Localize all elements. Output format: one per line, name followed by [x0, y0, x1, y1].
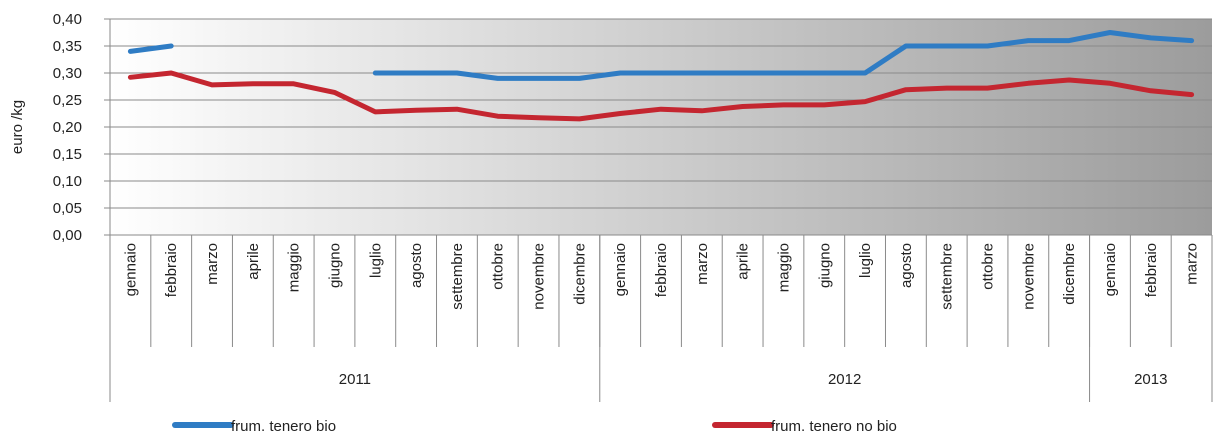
- x-tick-label: maggio: [775, 243, 792, 292]
- x-tick-label: agosto: [408, 243, 425, 288]
- x-tick-label: settembre: [939, 243, 956, 310]
- year-label: 2013: [1134, 371, 1167, 388]
- y-tick-label: 0,20: [53, 119, 82, 136]
- y-tick-label: 0,00: [53, 227, 82, 244]
- y-axis-label: euro /kg: [9, 100, 26, 154]
- y-tick-label: 0,40: [53, 11, 82, 28]
- x-tick-label: novembre: [531, 243, 548, 310]
- x-tick-label: aprile: [735, 243, 752, 280]
- x-tick-label: marzo: [204, 243, 221, 285]
- x-tick-label: aprile: [245, 243, 262, 280]
- series-line: [127, 70, 1195, 122]
- x-tick-label: luglio: [367, 243, 384, 278]
- y-tick-label: 0,10: [53, 173, 82, 190]
- x-tick-label: marzo: [694, 243, 711, 285]
- legend-label: frum. tenero no bio: [771, 418, 897, 434]
- x-tick-label: settembre: [449, 243, 466, 310]
- x-tick-label: maggio: [286, 243, 303, 292]
- x-tick-label: luglio: [857, 243, 874, 278]
- series-line: [372, 30, 1195, 81]
- x-tick-label: dicembre: [571, 243, 588, 305]
- x-tick-label: giugno: [326, 243, 343, 288]
- x-tick-label: gennaio: [612, 243, 629, 296]
- x-tick-label: novembre: [1020, 243, 1037, 310]
- y-tick-label: 0,30: [53, 65, 82, 82]
- x-tick-label: ottobre: [490, 243, 507, 290]
- y-tick-label: 0,15: [53, 146, 82, 163]
- series-line: [127, 43, 174, 54]
- x-tick-label: gennaio: [1102, 243, 1119, 296]
- year-label: 2012: [828, 371, 861, 388]
- x-tick-label: dicembre: [1061, 243, 1078, 305]
- legend-label: frum. tenero bio: [231, 418, 336, 434]
- year-label: 2011: [339, 371, 371, 388]
- x-tick-label: gennaio: [122, 243, 139, 296]
- y-tick-label: 0,35: [53, 38, 82, 55]
- x-tick-label: febbraio: [1143, 243, 1160, 297]
- y-tick-label: 0,05: [53, 200, 82, 217]
- x-tick-label: febbraio: [653, 243, 670, 297]
- x-tick-label: agosto: [898, 243, 915, 288]
- y-tick-label: 0,25: [53, 92, 82, 109]
- x-tick-label: giugno: [816, 243, 833, 288]
- x-tick-label: ottobre: [980, 243, 997, 290]
- x-tick-label: febbraio: [163, 243, 180, 297]
- x-tick-label: marzo: [1184, 243, 1201, 285]
